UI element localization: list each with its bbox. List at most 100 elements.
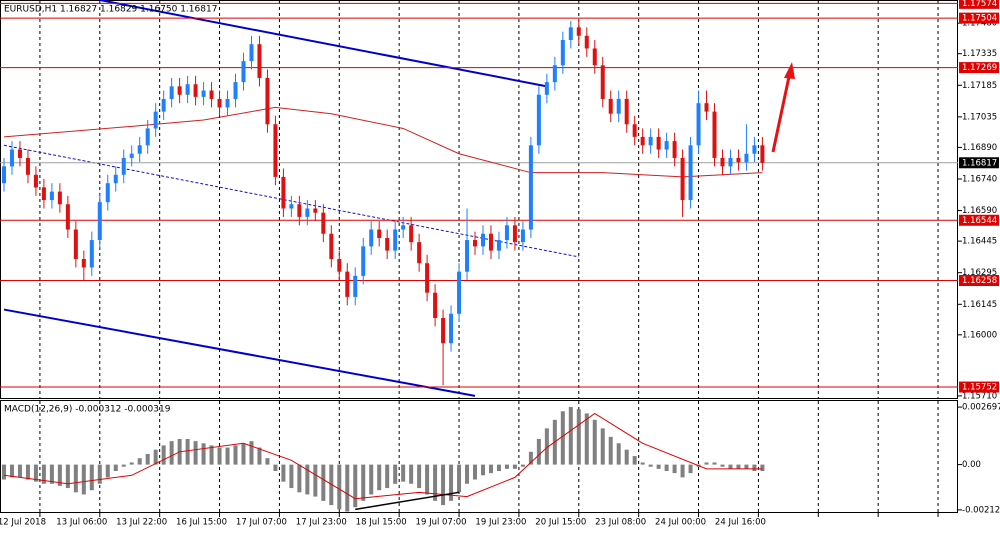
macd-bar xyxy=(680,464,685,478)
macd-bar xyxy=(105,464,110,478)
macd-bar xyxy=(656,464,661,469)
candle-body xyxy=(193,84,198,97)
macd-bar xyxy=(249,441,254,465)
macd-bar xyxy=(97,464,102,484)
candle-body xyxy=(728,157,733,167)
macd-bar xyxy=(401,464,406,482)
candle-body xyxy=(1,166,6,184)
macd-bar xyxy=(752,464,757,471)
level-label: 1.17269 xyxy=(962,63,997,73)
macd-bar xyxy=(496,464,501,471)
candle-body xyxy=(281,176,286,209)
candle-body xyxy=(449,313,454,344)
channel-line xyxy=(99,0,548,88)
macd-bar xyxy=(217,447,222,465)
macd-bar xyxy=(664,464,669,471)
macd-bar xyxy=(568,407,573,465)
candle-body xyxy=(656,136,661,150)
macd-bar xyxy=(337,464,342,510)
macd-bar xyxy=(704,462,709,465)
y-tick-label: 1.16740 xyxy=(962,174,997,184)
macd-bar xyxy=(584,413,589,465)
candle-body xyxy=(217,98,222,108)
candle-body xyxy=(688,145,693,201)
macd-bar xyxy=(465,464,470,484)
x-tick-label: 24 Jul 00:00 xyxy=(655,518,706,528)
candle-body xyxy=(752,145,757,154)
x-tick-label: 17 Jul 07:00 xyxy=(236,518,287,528)
level-label-box xyxy=(959,381,999,393)
level-label: 1.17504 xyxy=(962,14,997,24)
candle-body xyxy=(504,225,509,241)
candle-body xyxy=(576,27,581,36)
macd-bar xyxy=(712,462,717,465)
macd-bar xyxy=(728,464,733,469)
candle-body xyxy=(465,240,470,272)
macd-bar xyxy=(616,443,621,465)
candle-body xyxy=(624,98,629,125)
macd-bar xyxy=(193,441,198,465)
candle-body xyxy=(544,82,549,95)
macd-bar xyxy=(449,464,454,501)
candle-body xyxy=(409,225,414,243)
candle-body xyxy=(385,237,390,251)
level-label: 1.16544 xyxy=(962,216,997,226)
candle-body xyxy=(313,208,318,213)
macd-bar xyxy=(17,464,22,478)
trend-arrow-head xyxy=(784,62,795,79)
macd-bar xyxy=(9,464,14,478)
candle-body xyxy=(233,82,238,99)
y-tick-label: 1.15710 xyxy=(962,391,997,401)
candle-body xyxy=(353,275,358,297)
candle-body xyxy=(169,86,174,99)
x-tick-label: 20 Jul 15:00 xyxy=(535,518,586,528)
candle-body xyxy=(361,246,366,276)
y-tick-label: 1.16890 xyxy=(962,143,997,153)
macd-bar xyxy=(41,464,46,484)
macd-bar xyxy=(273,464,278,471)
macd-bar xyxy=(648,464,653,467)
candle-body xyxy=(209,90,214,99)
candle-body xyxy=(393,229,398,251)
level-label: 1.16258 xyxy=(962,276,997,286)
candle-body xyxy=(9,149,14,167)
candle-body xyxy=(185,84,190,95)
candle-body xyxy=(672,141,677,158)
candle-body xyxy=(457,271,462,314)
x-tick-label: 18 Jul 15:00 xyxy=(356,518,407,528)
moving-average xyxy=(3,106,763,178)
candle-body xyxy=(632,124,637,137)
candle-body xyxy=(97,202,102,241)
candle-body xyxy=(433,292,438,318)
macd-bar xyxy=(321,464,326,501)
macd-bar xyxy=(49,464,54,484)
macd-bar xyxy=(265,458,270,465)
candle-body xyxy=(137,145,142,154)
candle-body xyxy=(225,98,230,108)
y-tick-label: 1.17335 xyxy=(962,49,997,59)
macd-bar xyxy=(89,464,94,491)
macd-bar xyxy=(480,464,485,476)
macd-bar xyxy=(720,464,725,467)
candle-body xyxy=(345,271,350,297)
macd-signal xyxy=(3,412,763,500)
macd-bar xyxy=(289,464,294,489)
price-label: 1.16817 xyxy=(962,158,997,168)
macd-bar xyxy=(536,439,541,465)
level-label-box xyxy=(959,214,999,226)
macd-bar xyxy=(225,447,230,465)
divergence-line xyxy=(355,491,460,511)
macd-bar xyxy=(113,464,118,471)
macd-bar xyxy=(241,443,246,465)
macd-bar xyxy=(281,464,286,482)
candle-body xyxy=(568,27,573,41)
macd-bar xyxy=(688,464,693,474)
y-tick-label: 1.17035 xyxy=(962,112,997,122)
candle-body xyxy=(249,44,254,62)
macd-bar xyxy=(640,462,645,465)
macd-bar xyxy=(153,449,158,465)
level-label-box xyxy=(959,12,999,24)
candle-body xyxy=(145,128,150,146)
x-tick-label: 17 Jul 23:00 xyxy=(296,518,347,528)
y-tick-label: 1.16000 xyxy=(962,330,997,340)
